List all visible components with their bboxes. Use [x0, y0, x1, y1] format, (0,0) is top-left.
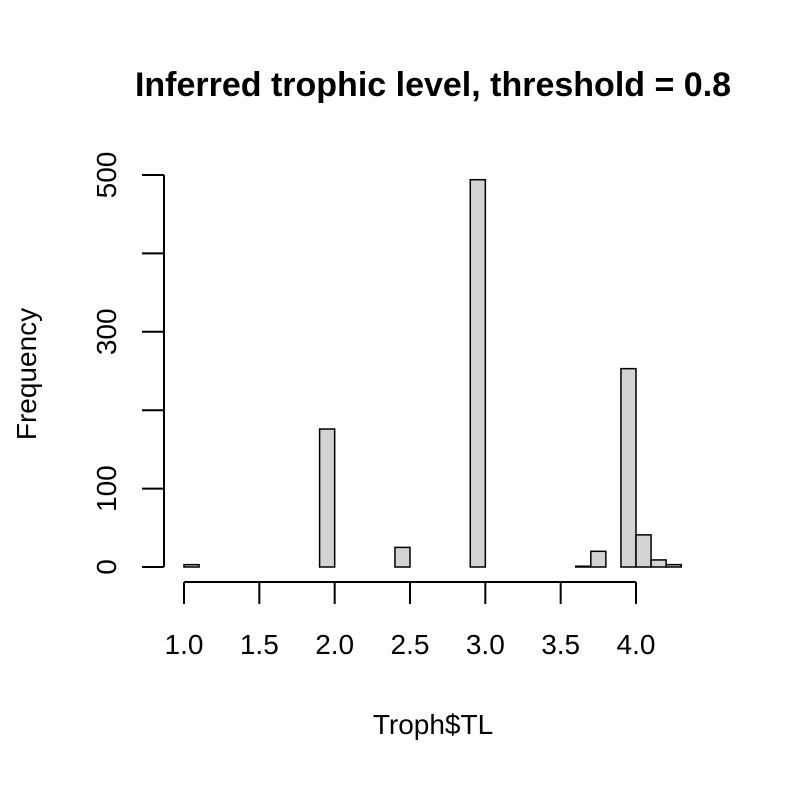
histogram-bar-29: [620, 367, 637, 568]
chart-title: Inferred trophic level, threshold = 0.8: [135, 66, 731, 104]
y-tick-label-2: 300: [91, 308, 122, 355]
x-tick-label-5: 3.5: [541, 629, 580, 660]
y-axis-label: Frequency: [11, 308, 42, 440]
x-axis: 1.0 1.5 2.0 2.5 3.0 3.5 4.0: [165, 581, 656, 660]
y-tick-label-3: 500: [91, 152, 122, 199]
x-tick-label-3: 2.5: [391, 629, 430, 660]
x-axis-label: Troph$TL: [373, 709, 493, 740]
histogram-bar-26: [574, 565, 592, 568]
x-tick-label-6: 4.0: [617, 629, 656, 660]
histogram-bar-32: [665, 563, 682, 568]
histogram-bar-19: [469, 178, 487, 568]
histogram-bar-31: [650, 559, 667, 568]
histogram-bar-9: [318, 428, 336, 568]
histogram-bar-27: [590, 550, 607, 568]
x-tick-label-2: 2.0: [315, 629, 354, 660]
y-tick-label-0: 0: [91, 559, 122, 575]
y-tick-label-1: 100: [91, 465, 122, 512]
histogram-bar-14: [394, 546, 411, 568]
x-tick-label-1: 1.5: [240, 629, 279, 660]
x-tick-label-4: 3.0: [466, 629, 505, 660]
histogram-bar-30: [635, 534, 652, 568]
histogram-bar-0: [183, 563, 200, 568]
x-tick-label-0: 1.0: [165, 629, 204, 660]
y-axis: 0 100 300 500: [91, 152, 165, 575]
bars-group: [183, 178, 682, 568]
